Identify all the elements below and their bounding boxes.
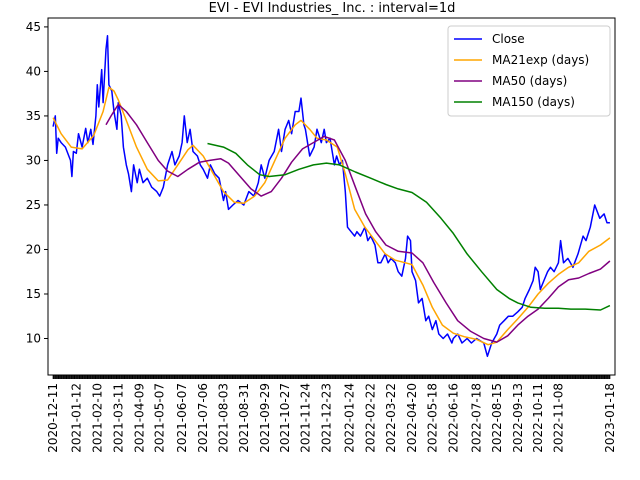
x-tick-label: 2021-10-27: [278, 383, 292, 453]
x-tick-label: 2022-10-11: [531, 383, 545, 453]
series-line-ma150-days: [207, 142, 611, 311]
x-tick-label: 2021-08-31: [237, 383, 251, 453]
x-tick-label: 2021-05-07: [153, 383, 167, 453]
x-tick-label: 2021-11-24: [298, 383, 312, 453]
x-tick-label: 2021-02-10: [90, 383, 104, 453]
y-tick-label: 15: [26, 287, 41, 301]
legend-label-close: Close: [492, 32, 525, 46]
x-tick-label: 2022-02-22: [364, 383, 378, 453]
y-tick-label: 20: [26, 242, 41, 256]
x-tick-label: 2021-06-07: [175, 383, 189, 453]
x-tick-label: 2022-09-13: [511, 383, 525, 453]
y-tick-label: 40: [26, 64, 41, 78]
legend-label-ma21exp-days: MA21exp (days): [492, 53, 589, 67]
x-tick-label: 2021-09-29: [258, 383, 272, 453]
legend: Close MA21exp (days) MA50 (days) MA150 (day…: [447, 25, 611, 117]
y-tick-label: 10: [26, 331, 41, 345]
x-tick-label: 2022-05-18: [425, 383, 439, 453]
x-tick-label: 2021-01-12: [69, 383, 83, 453]
x-tick-label: 2021-04-09: [132, 383, 146, 453]
x-tick-label: 2021-12-23: [319, 383, 333, 453]
x-tick-label: 2022-01-24: [343, 383, 357, 453]
y-tick-label: 45: [26, 20, 41, 34]
chart-title: EVI - EVI Industries_ Inc. : interval=1d: [209, 1, 456, 16]
legend-label-ma50-days: MA50 (days): [492, 74, 567, 88]
legend-label-ma150-days: MA150 (days): [492, 95, 575, 109]
series-line-close: [52, 35, 610, 358]
x-axis: 2020-12-11 2021-01-12 2021-02-10 2021-03-11…: [46, 375, 617, 453]
series-line-ma50-days: [105, 103, 611, 343]
x-tick-label: 2023-01-18: [603, 383, 617, 453]
x-tick-label: 2021-03-11: [111, 383, 125, 453]
x-tick-label: 2022-03-22: [384, 383, 398, 453]
x-tick-label: 2022-11-08: [551, 383, 565, 453]
y-tick-label: 30: [26, 153, 41, 167]
x-tick-label: 2022-04-20: [405, 383, 419, 453]
series-line-ma21exp-days: [52, 86, 611, 346]
x-tick-label: 2022-08-15: [490, 383, 504, 453]
y-tick-label: 35: [26, 109, 41, 123]
x-tick-label: 2021-07-06: [196, 383, 210, 453]
x-tick-label: 2022-06-16: [446, 383, 460, 453]
x-tick-label: 2021-08-03: [216, 383, 230, 453]
y-tick-label: 25: [26, 198, 41, 212]
x-tick-label: 2022-07-18: [470, 383, 484, 453]
x-tick-label: 2020-12-11: [46, 383, 60, 453]
y-axis: 10 15 20 25 30 35 40 45: [26, 20, 48, 345]
series-layer: [52, 35, 611, 358]
legend-box: [447, 25, 611, 117]
